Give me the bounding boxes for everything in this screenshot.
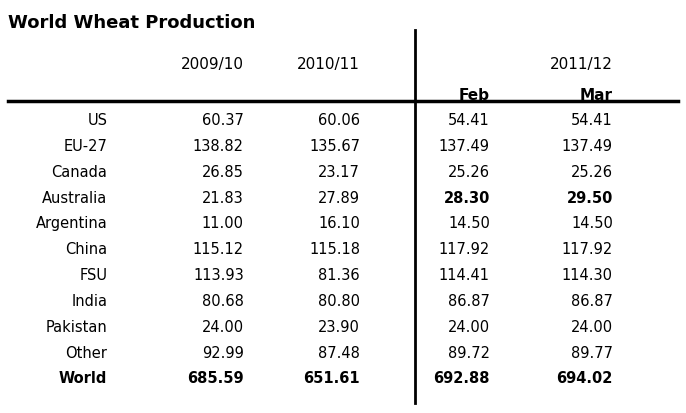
Text: Argentina: Argentina bbox=[36, 216, 107, 231]
Text: 54.41: 54.41 bbox=[571, 113, 613, 128]
Text: 60.37: 60.37 bbox=[202, 113, 244, 128]
Text: 114.41: 114.41 bbox=[439, 268, 490, 283]
Text: 60.06: 60.06 bbox=[318, 113, 360, 128]
Text: 685.59: 685.59 bbox=[187, 371, 244, 387]
Text: Canada: Canada bbox=[51, 165, 107, 180]
Text: 24.00: 24.00 bbox=[202, 320, 244, 335]
Text: 694.02: 694.02 bbox=[556, 371, 613, 387]
Text: 86.87: 86.87 bbox=[571, 294, 613, 309]
Text: FSU: FSU bbox=[80, 268, 107, 283]
Text: 114.30: 114.30 bbox=[562, 268, 613, 283]
Text: 23.17: 23.17 bbox=[318, 165, 360, 180]
Text: 2009/10: 2009/10 bbox=[181, 57, 244, 72]
Text: Pakistan: Pakistan bbox=[45, 320, 107, 335]
Text: Australia: Australia bbox=[42, 190, 107, 206]
Text: 80.68: 80.68 bbox=[202, 294, 244, 309]
Text: 24.00: 24.00 bbox=[571, 320, 613, 335]
Text: 117.92: 117.92 bbox=[562, 242, 613, 257]
Text: 28.30: 28.30 bbox=[444, 190, 490, 206]
Text: 92.99: 92.99 bbox=[202, 346, 244, 361]
Text: 138.82: 138.82 bbox=[193, 139, 244, 154]
Text: 14.50: 14.50 bbox=[448, 216, 490, 231]
Text: 24.00: 24.00 bbox=[448, 320, 490, 335]
Text: 11.00: 11.00 bbox=[202, 216, 244, 231]
Text: 113.93: 113.93 bbox=[193, 268, 244, 283]
Text: 137.49: 137.49 bbox=[562, 139, 613, 154]
Text: US: US bbox=[87, 113, 107, 128]
Text: 25.26: 25.26 bbox=[448, 165, 490, 180]
Text: 135.67: 135.67 bbox=[309, 139, 360, 154]
Text: 80.80: 80.80 bbox=[318, 294, 360, 309]
Text: 86.87: 86.87 bbox=[448, 294, 490, 309]
Text: 2010/11: 2010/11 bbox=[297, 57, 360, 72]
Text: 27.89: 27.89 bbox=[318, 190, 360, 206]
Text: 81.36: 81.36 bbox=[318, 268, 360, 283]
Text: Mar: Mar bbox=[580, 88, 613, 102]
Text: 29.50: 29.50 bbox=[567, 190, 613, 206]
Text: EU-27: EU-27 bbox=[63, 139, 107, 154]
Text: 2011/12: 2011/12 bbox=[550, 57, 613, 72]
Text: India: India bbox=[71, 294, 107, 309]
Text: 137.49: 137.49 bbox=[439, 139, 490, 154]
Text: China: China bbox=[65, 242, 107, 257]
Text: 651.61: 651.61 bbox=[303, 371, 360, 387]
Text: World Wheat Production: World Wheat Production bbox=[8, 14, 256, 32]
Text: Other: Other bbox=[65, 346, 107, 361]
Text: 89.77: 89.77 bbox=[571, 346, 613, 361]
Text: 26.85: 26.85 bbox=[202, 165, 244, 180]
Text: 23.90: 23.90 bbox=[318, 320, 360, 335]
Text: 115.12: 115.12 bbox=[193, 242, 244, 257]
Text: 16.10: 16.10 bbox=[318, 216, 360, 231]
Text: World: World bbox=[59, 371, 107, 387]
Text: 21.83: 21.83 bbox=[202, 190, 244, 206]
Text: 89.72: 89.72 bbox=[448, 346, 490, 361]
Text: 14.50: 14.50 bbox=[571, 216, 613, 231]
Text: 87.48: 87.48 bbox=[318, 346, 360, 361]
Text: 117.92: 117.92 bbox=[438, 242, 490, 257]
Text: 25.26: 25.26 bbox=[571, 165, 613, 180]
Text: 115.18: 115.18 bbox=[309, 242, 360, 257]
Text: 54.41: 54.41 bbox=[448, 113, 490, 128]
Text: 692.88: 692.88 bbox=[434, 371, 490, 387]
Text: Feb: Feb bbox=[459, 88, 490, 102]
